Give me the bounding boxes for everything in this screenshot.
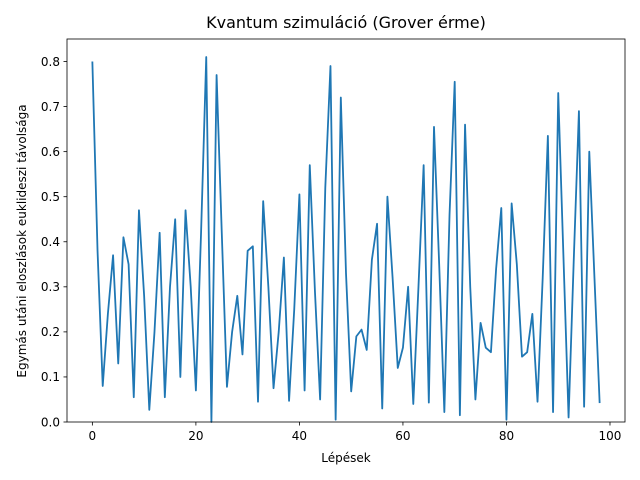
- y-tick-label: 0.5: [41, 190, 60, 204]
- x-tick-label: 100: [599, 429, 622, 443]
- x-tick-label: 60: [395, 429, 410, 443]
- series-line-0: [91, 56, 601, 423]
- y-tick-label: 0.2: [41, 325, 60, 339]
- chart-title: Kvantum szimuláció (Grover érme): [206, 13, 486, 32]
- x-axis-label: Lépések: [321, 451, 370, 465]
- axes-frame: [66, 38, 626, 423]
- x-tick-label: 80: [499, 429, 514, 443]
- y-tick-label: 0.0: [41, 415, 60, 429]
- y-tick-label: 0.3: [41, 280, 60, 294]
- y-axis-label: Egymás utáni eloszlások euklideszi távol…: [15, 104, 29, 377]
- x-tick-label: 40: [292, 429, 307, 443]
- x-tick-label: 20: [188, 429, 203, 443]
- y-tick-label: 0.4: [41, 235, 60, 249]
- y-axis: 0.0 0.1 0.2 0.3 0.4 0.5 0.6 0.7 0.8: [41, 55, 67, 429]
- x-tick-label: 0: [89, 429, 97, 443]
- y-tick-label: 0.8: [41, 55, 60, 69]
- plot-area: [91, 56, 601, 423]
- x-axis: 0 20 40 60 80 100: [89, 422, 622, 443]
- y-tick-label: 0.1: [41, 370, 60, 384]
- y-tick-label: 0.6: [41, 145, 60, 159]
- y-tick-label: 0.7: [41, 100, 60, 114]
